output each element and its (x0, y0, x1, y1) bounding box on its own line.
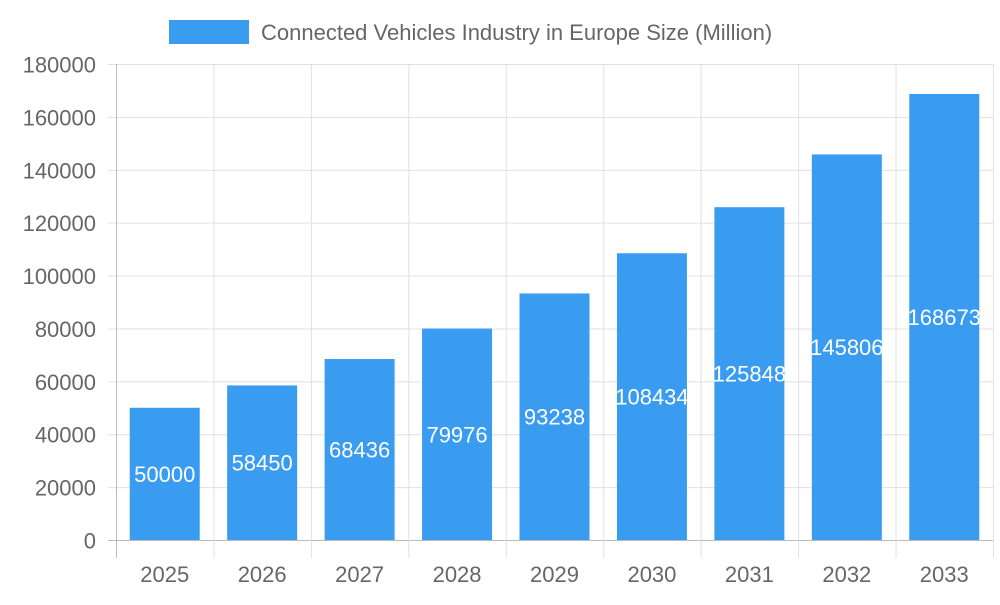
data-label: 145806 (810, 335, 883, 360)
data-label: 93238 (524, 405, 585, 430)
x-tick-label: 2029 (530, 562, 579, 587)
bar (129, 407, 200, 540)
bar (616, 253, 687, 540)
bar (227, 385, 298, 540)
bar (324, 359, 395, 540)
legend-label: Connected Vehicles Industry in Europe Si… (261, 20, 772, 45)
bar (714, 207, 785, 540)
bar (519, 293, 590, 540)
y-tick-label: 120000 (23, 211, 96, 236)
bar (909, 93, 980, 541)
x-tick-label: 2030 (627, 562, 676, 587)
data-label: 168673 (908, 305, 981, 330)
x-tick-label: 2033 (920, 562, 969, 587)
data-label: 68436 (329, 438, 390, 463)
data-label: 108434 (615, 385, 688, 410)
y-tick-label: 80000 (35, 317, 96, 342)
data-label: 50000 (134, 462, 195, 487)
data-label: 125848 (713, 362, 786, 387)
y-tick-label: 60000 (35, 370, 96, 395)
x-tick-label: 2031 (725, 562, 774, 587)
y-tick-label: 0 (84, 529, 96, 554)
legend-swatch (169, 20, 249, 44)
x-tick-label: 2028 (433, 562, 482, 587)
bar (811, 154, 882, 540)
y-tick-label: 20000 (35, 476, 96, 501)
y-tick-label: 140000 (23, 158, 96, 183)
legend[interactable]: Connected Vehicles Industry in Europe Si… (169, 20, 772, 45)
x-tick-label: 2025 (140, 562, 189, 587)
x-axis: 2025 2026 2027 2028 2029 2030 2031 2032 2033 (140, 562, 969, 587)
y-axis: 0 20000 40000 60000 80000 100000 120000 140000 1… (23, 53, 96, 554)
bars: 50000 58450 68436 79976 93238 108434 125848 145… (129, 93, 981, 541)
data-label: 79976 (426, 422, 487, 447)
x-tick-label: 2032 (822, 562, 871, 587)
x-tick-label: 2026 (238, 562, 287, 587)
y-tick-label: 180000 (23, 53, 96, 78)
x-tick-label: 2027 (335, 562, 384, 587)
y-tick-label: 160000 (23, 105, 96, 130)
data-label: 58450 (232, 451, 293, 476)
y-tick-label: 100000 (23, 264, 96, 289)
bar (422, 328, 493, 540)
y-tick-label: 40000 (35, 423, 96, 448)
